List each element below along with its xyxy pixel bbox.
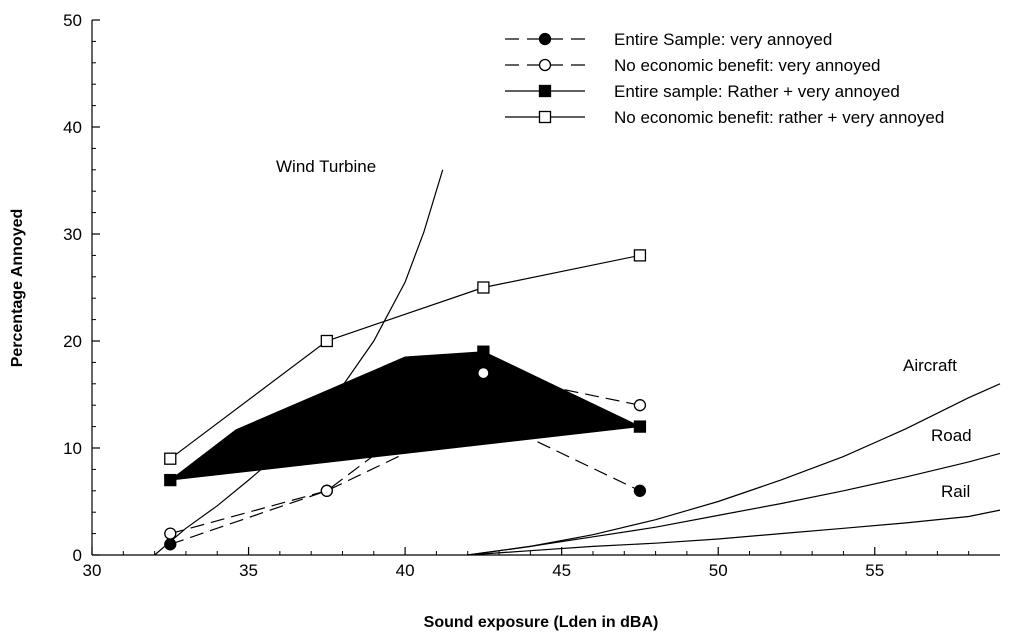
legend-entry-no-economic-benefit-rather-very-annoyed: No economic benefit: rather + very annoy… — [505, 108, 944, 127]
curve-label-aircraft: Aircraft — [903, 356, 957, 375]
legend-marker — [538, 84, 552, 98]
x-tick-label: 55 — [865, 561, 884, 580]
curve-label-rail: Rail — [941, 482, 970, 501]
curve-road — [467, 452, 1001, 556]
series-no-economic-benefit-very-annoyed — [164, 366, 647, 540]
curve-aircraft — [467, 383, 1001, 556]
x-axis-title: Sound exposure (Lden in dBA) — [424, 614, 659, 631]
data-point — [477, 345, 490, 358]
legend-entry-entire-sample-rather-very-annoyed: Entire sample: Rather + very annoyed — [505, 82, 900, 101]
data-point — [320, 441, 333, 455]
series-line — [170, 351, 641, 481]
legend-marker — [538, 58, 552, 72]
y-axis-title: Percentage Annoyed — [9, 209, 26, 368]
legend-label: Entire sample: Rather + very annoyed — [614, 82, 900, 101]
data-point — [320, 334, 333, 348]
data-point — [633, 249, 647, 262]
y-tick-label: 0 — [73, 546, 82, 565]
x-tick-label: 45 — [552, 561, 571, 580]
legend-marker — [538, 110, 552, 124]
legend-entry-no-economic-benefit-very-annoyed: No economic benefit: very annoyed — [505, 56, 881, 75]
shaded-region — [168, 351, 642, 481]
data-point — [477, 366, 490, 380]
y-tick-label: 30 — [63, 225, 82, 244]
data-point — [633, 484, 647, 497]
data-point — [164, 538, 177, 551]
data-point — [633, 420, 647, 433]
data-point — [477, 281, 490, 294]
data-point — [164, 452, 177, 465]
legend-label: No economic benefit: very annoyed — [614, 56, 881, 75]
y-tick-label: 40 — [63, 118, 82, 137]
data-point — [164, 473, 177, 487]
legend-entry-entire-sample-very-annoyed: Entire Sample: very annoyed — [505, 30, 832, 49]
curve-label-wind-turbine: Wind Turbine — [276, 157, 376, 176]
series-no-economic-benefit-rather-very-annoyed — [164, 249, 647, 465]
curve-label-road: Road — [931, 426, 972, 445]
legend-label: Entire Sample: very annoyed — [614, 30, 832, 49]
curve-rail — [467, 509, 1001, 556]
data-point — [633, 399, 647, 412]
data-point — [164, 527, 177, 540]
shaded-area — [168, 351, 642, 481]
axes: 30 35 40 45 50 55 0 10 20 30 40 50 — [63, 11, 1000, 580]
curve-labels: Wind Turbine Aircraft Road Rail — [276, 157, 972, 501]
series-line — [170, 415, 641, 545]
legend-label: No economic benefit: rather + very annoy… — [614, 108, 944, 127]
reference-curves — [154, 169, 1001, 556]
x-tick-label: 35 — [239, 561, 258, 580]
x-tick-label: 40 — [396, 561, 415, 580]
legend-marker — [538, 32, 552, 46]
series-entire-sample-rather-very-annoyed — [164, 345, 647, 487]
x-tick-label: 30 — [83, 561, 102, 580]
series-line — [170, 372, 641, 535]
y-tick-label: 10 — [63, 439, 82, 458]
series-line — [169, 254, 641, 460]
x-tick-label: 50 — [709, 561, 728, 580]
data-point — [320, 484, 333, 497]
data-point — [477, 409, 490, 423]
curve-wind-turbine — [154, 169, 444, 556]
y-tick-label: 20 — [63, 332, 82, 351]
data-series — [164, 249, 647, 551]
y-tick-label: 50 — [63, 11, 82, 30]
legend: Entire Sample: very annoyed No economic b… — [505, 30, 944, 127]
